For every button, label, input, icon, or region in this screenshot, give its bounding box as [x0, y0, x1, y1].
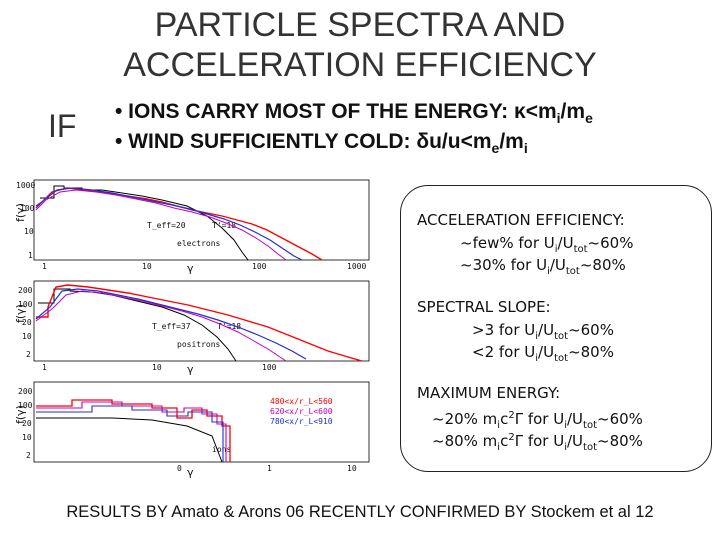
y-tick: 100: [20, 204, 35, 213]
y-tick: 100: [18, 401, 33, 410]
annotation-teff: T_eff=37: [152, 322, 191, 331]
plot-frame: [33, 280, 370, 362]
positrons-spectrum-plot: f(γ) 200 100 20 10 2 1 10 100 γ T_eff=37…: [14, 280, 370, 375]
title-line-1: PARTICLE SPECTRA AND: [154, 6, 566, 44]
ions-spectrum-plot: f(γ) 200 100 20 10 2 0 1 10 γ ions 480<x…: [14, 381, 370, 478]
x-tick: 1000: [347, 262, 366, 271]
spectrum-blue: [35, 288, 307, 360]
subscript: e: [585, 110, 593, 127]
spectrum-red: [36, 399, 231, 462]
kappa-symbol: κ: [514, 100, 526, 123]
x-axis-label: γ: [187, 262, 194, 274]
y-tick: 20: [22, 318, 32, 327]
y-tick: 100: [18, 300, 33, 309]
y-tick: 10: [22, 433, 32, 442]
electrons-spectrum-plot: f(γ) 1000 100 10 1 1 10 100 1000 γ T_eff…: [14, 179, 370, 274]
annotation-tprime: T'=18: [217, 322, 241, 331]
x-tick: 10: [142, 262, 152, 271]
bullet-rest: u/u<m: [429, 130, 492, 153]
max-energy-line-2: ~80% mic2Γ for Ui/Utot~80%: [432, 432, 643, 453]
plot-frame: [33, 381, 370, 463]
spectrum-blue: [35, 187, 303, 261]
subscript: i: [523, 140, 528, 157]
thermal-fit-curve: [36, 417, 223, 463]
spectrum-panel-electrons: f(γ) 1000 100 10 1 1 10 100 1000 γ T_eff…: [12, 176, 382, 274]
x-tick: 100: [252, 262, 267, 271]
thermal-fit-curve: [40, 185, 249, 261]
max-energy-line-1: ~20% mic2Γ for Ui/Utot~60%: [432, 410, 643, 431]
y-axis-label: f(γ): [14, 405, 27, 424]
spectrum-magenta: [35, 189, 287, 261]
species-label: positrons: [177, 340, 221, 349]
spectrum-magenta: [35, 290, 287, 362]
x-tick: 1: [42, 262, 47, 271]
y-axis-label: f(γ): [14, 304, 27, 323]
legend-entry-magenta: 620<x/r_L<600: [270, 407, 333, 416]
delta-symbol: δ: [416, 130, 430, 153]
y-tick: 2: [26, 451, 31, 460]
annotation-teff: T_eff=20: [147, 221, 186, 230]
side-label: IF: [48, 108, 77, 144]
y-tick: 200: [18, 286, 33, 295]
x-tick: 10: [347, 464, 357, 473]
x-tick: 0: [177, 464, 182, 473]
x-axis-label: γ: [187, 466, 194, 478]
bullet-mid: /m: [499, 130, 524, 153]
summary-box: [400, 185, 712, 472]
species-label: ions: [212, 445, 231, 454]
x-tick: 1: [267, 464, 272, 473]
x-tick: 10: [152, 363, 162, 372]
subscript: i: [556, 110, 561, 127]
bullet-rest: <m: [525, 100, 557, 123]
bullet-mid: /m: [560, 100, 586, 123]
x-tick: 100: [262, 363, 277, 372]
section-heading-slope: SPECTRAL SLOPE:: [417, 298, 551, 316]
spectrum-panel-positrons: f(γ) 200 100 20 10 2 1 10 100 γ T_eff=37…: [12, 277, 382, 375]
annotation-tprime: T'=18: [212, 221, 236, 230]
y-tick: 1: [28, 251, 33, 260]
legend-entry-red: 480<x/r_L<560: [270, 397, 333, 406]
section-heading-efficiency: ACCELERATION EFFICIENCY:: [417, 211, 625, 229]
y-tick: 10: [22, 332, 32, 341]
y-tick: 10: [24, 227, 34, 236]
x-tick: 1: [42, 363, 47, 372]
plot-frame: [33, 179, 370, 261]
efficiency-line-2: ~30% for Ui/Utot~80%: [460, 256, 626, 277]
species-label: electrons: [177, 239, 221, 248]
subscript: e: [491, 140, 500, 157]
title-line-2: ACCELERATION EFFICIENCY: [123, 46, 597, 84]
slope-line-2: <2 for Ui/Utot~80%: [472, 343, 614, 364]
x-axis-label: γ: [187, 363, 194, 375]
y-tick: 200: [18, 387, 33, 396]
section-heading-max-energy: MAXIMUM ENERGY:: [417, 384, 561, 402]
spectrum-panel-ions: f(γ) 200 100 20 10 2 0 1 10 γ ions 480<x…: [12, 378, 382, 478]
efficiency-line-1: ~few% for Ui/Utot~60%: [460, 234, 634, 255]
slope-line-1: >3 for Ui/Utot~60%: [472, 321, 614, 342]
spectrum-blue: [36, 405, 224, 462]
y-tick: 20: [22, 419, 32, 428]
y-tick: 1000: [16, 181, 35, 190]
spectrum-red: [36, 284, 363, 362]
bullet-ions-energy: • IONS CARRY MOST OF THE ENERGY: κ<mi/me: [115, 100, 593, 126]
bullet-prefix: • WIND SUFFICIENTLY COLD:: [115, 130, 417, 153]
legend-entry-blue: 780<x/r_L<910: [270, 417, 333, 426]
bullet-prefix: • IONS CARRY MOST OF THE ENERGY:: [115, 100, 514, 123]
spectrum-magenta: [36, 401, 227, 462]
footer-citation: RESULTS BY Amato & Arons 06 RECENTLY CON…: [66, 503, 654, 521]
bullet-wind-cold: • WIND SUFFICIENTLY COLD: δu/u<me/mi: [115, 130, 528, 156]
y-tick: 2: [26, 350, 31, 359]
y-axis-label: f(γ): [14, 203, 27, 222]
